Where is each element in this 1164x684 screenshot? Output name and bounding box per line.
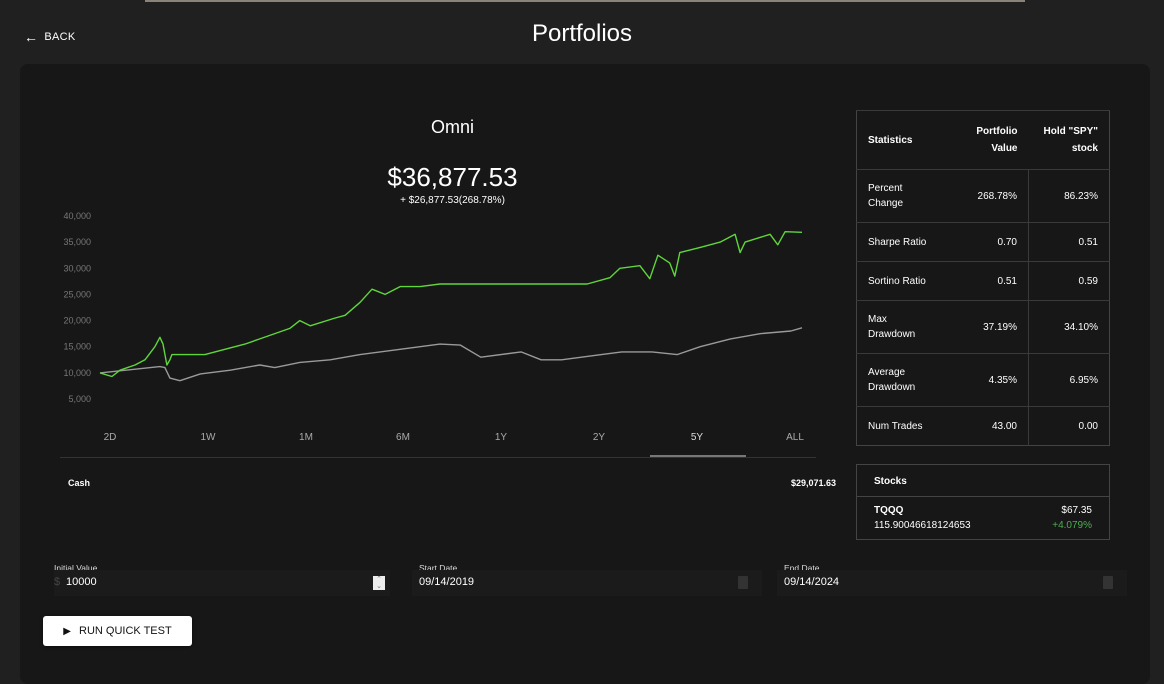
stats-row: Num Trades 43.00 0.00 — [856, 406, 1110, 446]
stock-shares: 115.90046618124653 — [874, 520, 971, 531]
y-tick-label: 30,000 — [63, 263, 91, 273]
run-quick-test-label: RUN QUICK TEST — [79, 625, 172, 637]
cash-value: $29,071.63 — [790, 478, 836, 488]
stat-spy: 0.59 — [1028, 261, 1110, 301]
stat-label: Num Trades — [856, 406, 939, 446]
stock-price: $67.35 — [1061, 505, 1092, 516]
stat-portfolio: 0.70 — [938, 222, 1030, 262]
initial-value-input[interactable]: $ 10000 ⌃ ⌄ — [54, 570, 390, 596]
y-tick-label: 15,000 — [63, 342, 91, 352]
stat-portfolio: 268.78% — [938, 169, 1030, 223]
timeframe-1y[interactable]: 1Y — [494, 432, 508, 443]
stat-spy: 0.51 — [1028, 222, 1110, 262]
stat-label: Max Drawdown — [856, 300, 939, 354]
stats-header: Hold "SPY" stock — [1028, 110, 1110, 170]
stat-portfolio: 0.51 — [938, 261, 1030, 301]
timeframe-1m[interactable]: 1M — [299, 432, 313, 443]
stats-row: Average Drawdown 4.35% 6.95% — [856, 353, 1110, 407]
y-tick-label: 5,000 — [68, 394, 91, 404]
run-quick-test-button[interactable]: ▶ RUN QUICK TEST — [43, 616, 192, 646]
end-date-label: End Date — [784, 563, 820, 573]
stats-header: Statistics — [856, 110, 939, 170]
y-tick-label: 40,000 — [63, 211, 91, 221]
timeframe-2d[interactable]: 2D — [103, 432, 117, 443]
stat-spy: 6.95% — [1028, 353, 1110, 407]
browser-edge — [145, 0, 1025, 2]
arrow-left-icon: ← — [24, 29, 39, 45]
start-date-label: Start Date — [419, 563, 458, 573]
stats-row: Sortino Ratio 0.51 0.59 — [856, 261, 1110, 301]
back-label: BACK — [44, 31, 76, 43]
portfolio-chart: 5,000 10,000 15,000 20,000 25,000 30,000 35,00… — [63, 211, 803, 404]
timeframe-selected-indicator — [650, 455, 746, 457]
stat-spy: 34.10% — [1028, 300, 1110, 354]
calendar-icon[interactable] — [1103, 576, 1113, 589]
portfolio-change: + $26,877.53(268.78%) — [400, 195, 505, 206]
play-icon: ▶ — [63, 625, 71, 637]
stats-row: Sharpe Ratio 0.70 0.51 — [856, 222, 1110, 262]
timeframe-2y[interactable]: 2Y — [592, 432, 606, 443]
end-date-input[interactable]: 09/14/2024 — [777, 570, 1127, 596]
portfolio-series-line — [99, 230, 803, 378]
stat-spy: 0.00 — [1028, 406, 1110, 446]
stock-change: +4.079% — [1052, 520, 1092, 531]
portfolio-value: $36,877.53 — [387, 162, 518, 192]
timeframe-6m[interactable]: 6M — [396, 432, 410, 443]
stats-row: Percent Change 268.78% 86.23% — [856, 169, 1110, 223]
y-tick-label: 25,000 — [63, 289, 91, 299]
stats-header-row: Statistics Portfolio Value Hold "SPY" st… — [856, 110, 1110, 170]
timeframe-1w[interactable]: 1W — [200, 432, 216, 443]
currency-prefix: $ — [54, 576, 61, 588]
y-tick-label: 20,000 — [63, 316, 91, 326]
stat-label: Sharpe Ratio — [856, 222, 939, 262]
stocks-panel: Stocks TQQQ 115.90046618124653 $67.35 +4… — [856, 464, 1110, 540]
y-tick-label: 10,000 — [63, 368, 91, 378]
stat-label: Sortino Ratio — [856, 261, 939, 301]
cash-label: Cash — [68, 478, 91, 488]
calendar-icon[interactable] — [738, 576, 748, 589]
initial-value: 10000 — [66, 576, 97, 588]
statistics-table: Statistics Portfolio Value Hold "SPY" st… — [856, 110, 1110, 446]
stats-row: Max Drawdown 37.19% 34.10% — [856, 300, 1110, 354]
timeframe-all[interactable]: ALL — [786, 432, 804, 443]
timeframe-divider — [60, 457, 816, 458]
start-date: 09/14/2019 — [419, 576, 475, 588]
stat-portfolio: 4.35% — [938, 353, 1030, 407]
back-button[interactable]: ← BACK — [24, 29, 75, 45]
stat-spy: 86.23% — [1028, 169, 1110, 223]
stat-portfolio: 37.19% — [938, 300, 1030, 354]
timeframe-5y[interactable]: 5Y — [690, 432, 704, 443]
start-date-input[interactable]: 09/14/2019 — [412, 570, 762, 596]
number-stepper-icon[interactable]: ⌃ ⌄ — [373, 576, 385, 590]
initial-value-label: Initial Value — [54, 563, 98, 573]
page-title: Portfolios — [531, 20, 633, 47]
y-tick-label: 35,000 — [63, 237, 91, 247]
stocks-title: Stocks — [857, 465, 1109, 497]
spy-series-line — [99, 327, 803, 382]
stat-portfolio: 43.00 — [938, 406, 1030, 446]
stats-header: Portfolio Value — [938, 110, 1029, 170]
end-date: 09/14/2024 — [784, 576, 840, 588]
stock-ticker: TQQQ — [874, 505, 904, 516]
portfolio-name: Omni — [430, 117, 474, 137]
stat-label: Average Drawdown — [856, 353, 939, 407]
stat-label: Percent Change — [856, 169, 939, 223]
